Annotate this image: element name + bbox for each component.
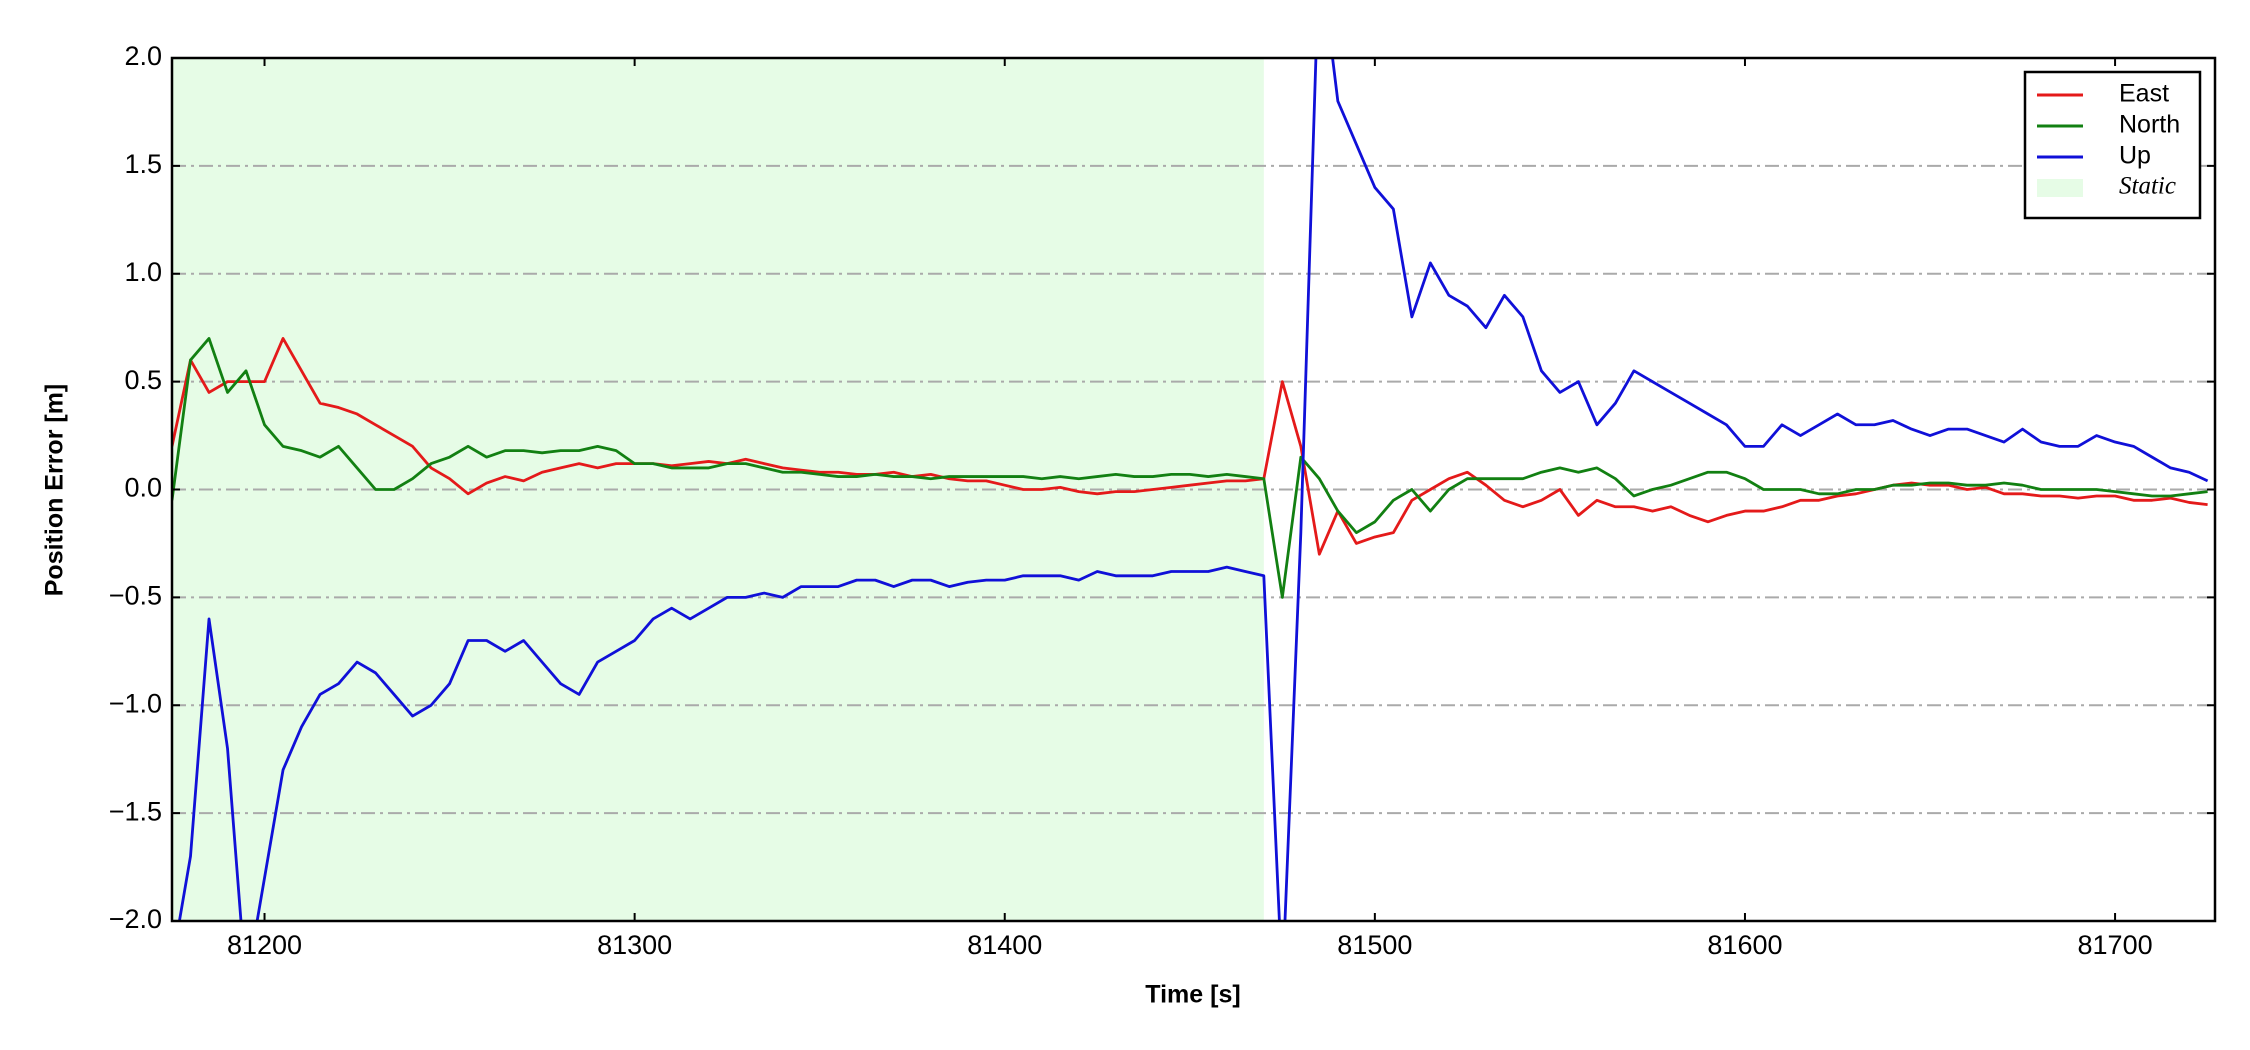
- y-tick-label: 1.5: [124, 149, 162, 179]
- y-tick-label: −2.0: [109, 904, 162, 934]
- legend-label: North: [2119, 111, 2180, 139]
- plot-area: [172, 58, 2209, 921]
- y-tick-label: −0.5: [109, 581, 162, 611]
- x-tick-label: 81600: [1707, 930, 1782, 960]
- x-tick-label: 81500: [1337, 930, 1412, 960]
- x-tick-label: 81700: [2078, 930, 2153, 960]
- series-line: [172, 337, 2208, 599]
- y-tick-label: −1.5: [109, 796, 162, 826]
- y-tick-label: 0.5: [124, 365, 162, 395]
- y-tick-label: 2.0: [124, 41, 162, 71]
- series-line: [177, 58, 2209, 921]
- y-tick-label: 0.0: [124, 473, 162, 503]
- plot-background: [172, 57, 2215, 922]
- x-tick-label: 81200: [227, 930, 302, 960]
- y-tick-label: 1.0: [124, 257, 162, 287]
- x-tick-label: 81400: [967, 930, 1042, 960]
- legend-swatch: [2037, 179, 2083, 197]
- x-axis-label: Time [s]: [1145, 981, 1240, 1009]
- series-line: [172, 337, 2208, 556]
- legend-label: East: [2119, 80, 2169, 108]
- y-tick-label: −1.0: [109, 688, 162, 718]
- legend-label: Up: [2119, 142, 2151, 170]
- legend: East North Up Static: [2023, 70, 2202, 220]
- y-axis-label: Position Error [m]: [41, 384, 69, 597]
- x-tick-label: 81300: [597, 930, 672, 960]
- legend-label: Static: [2119, 173, 2176, 200]
